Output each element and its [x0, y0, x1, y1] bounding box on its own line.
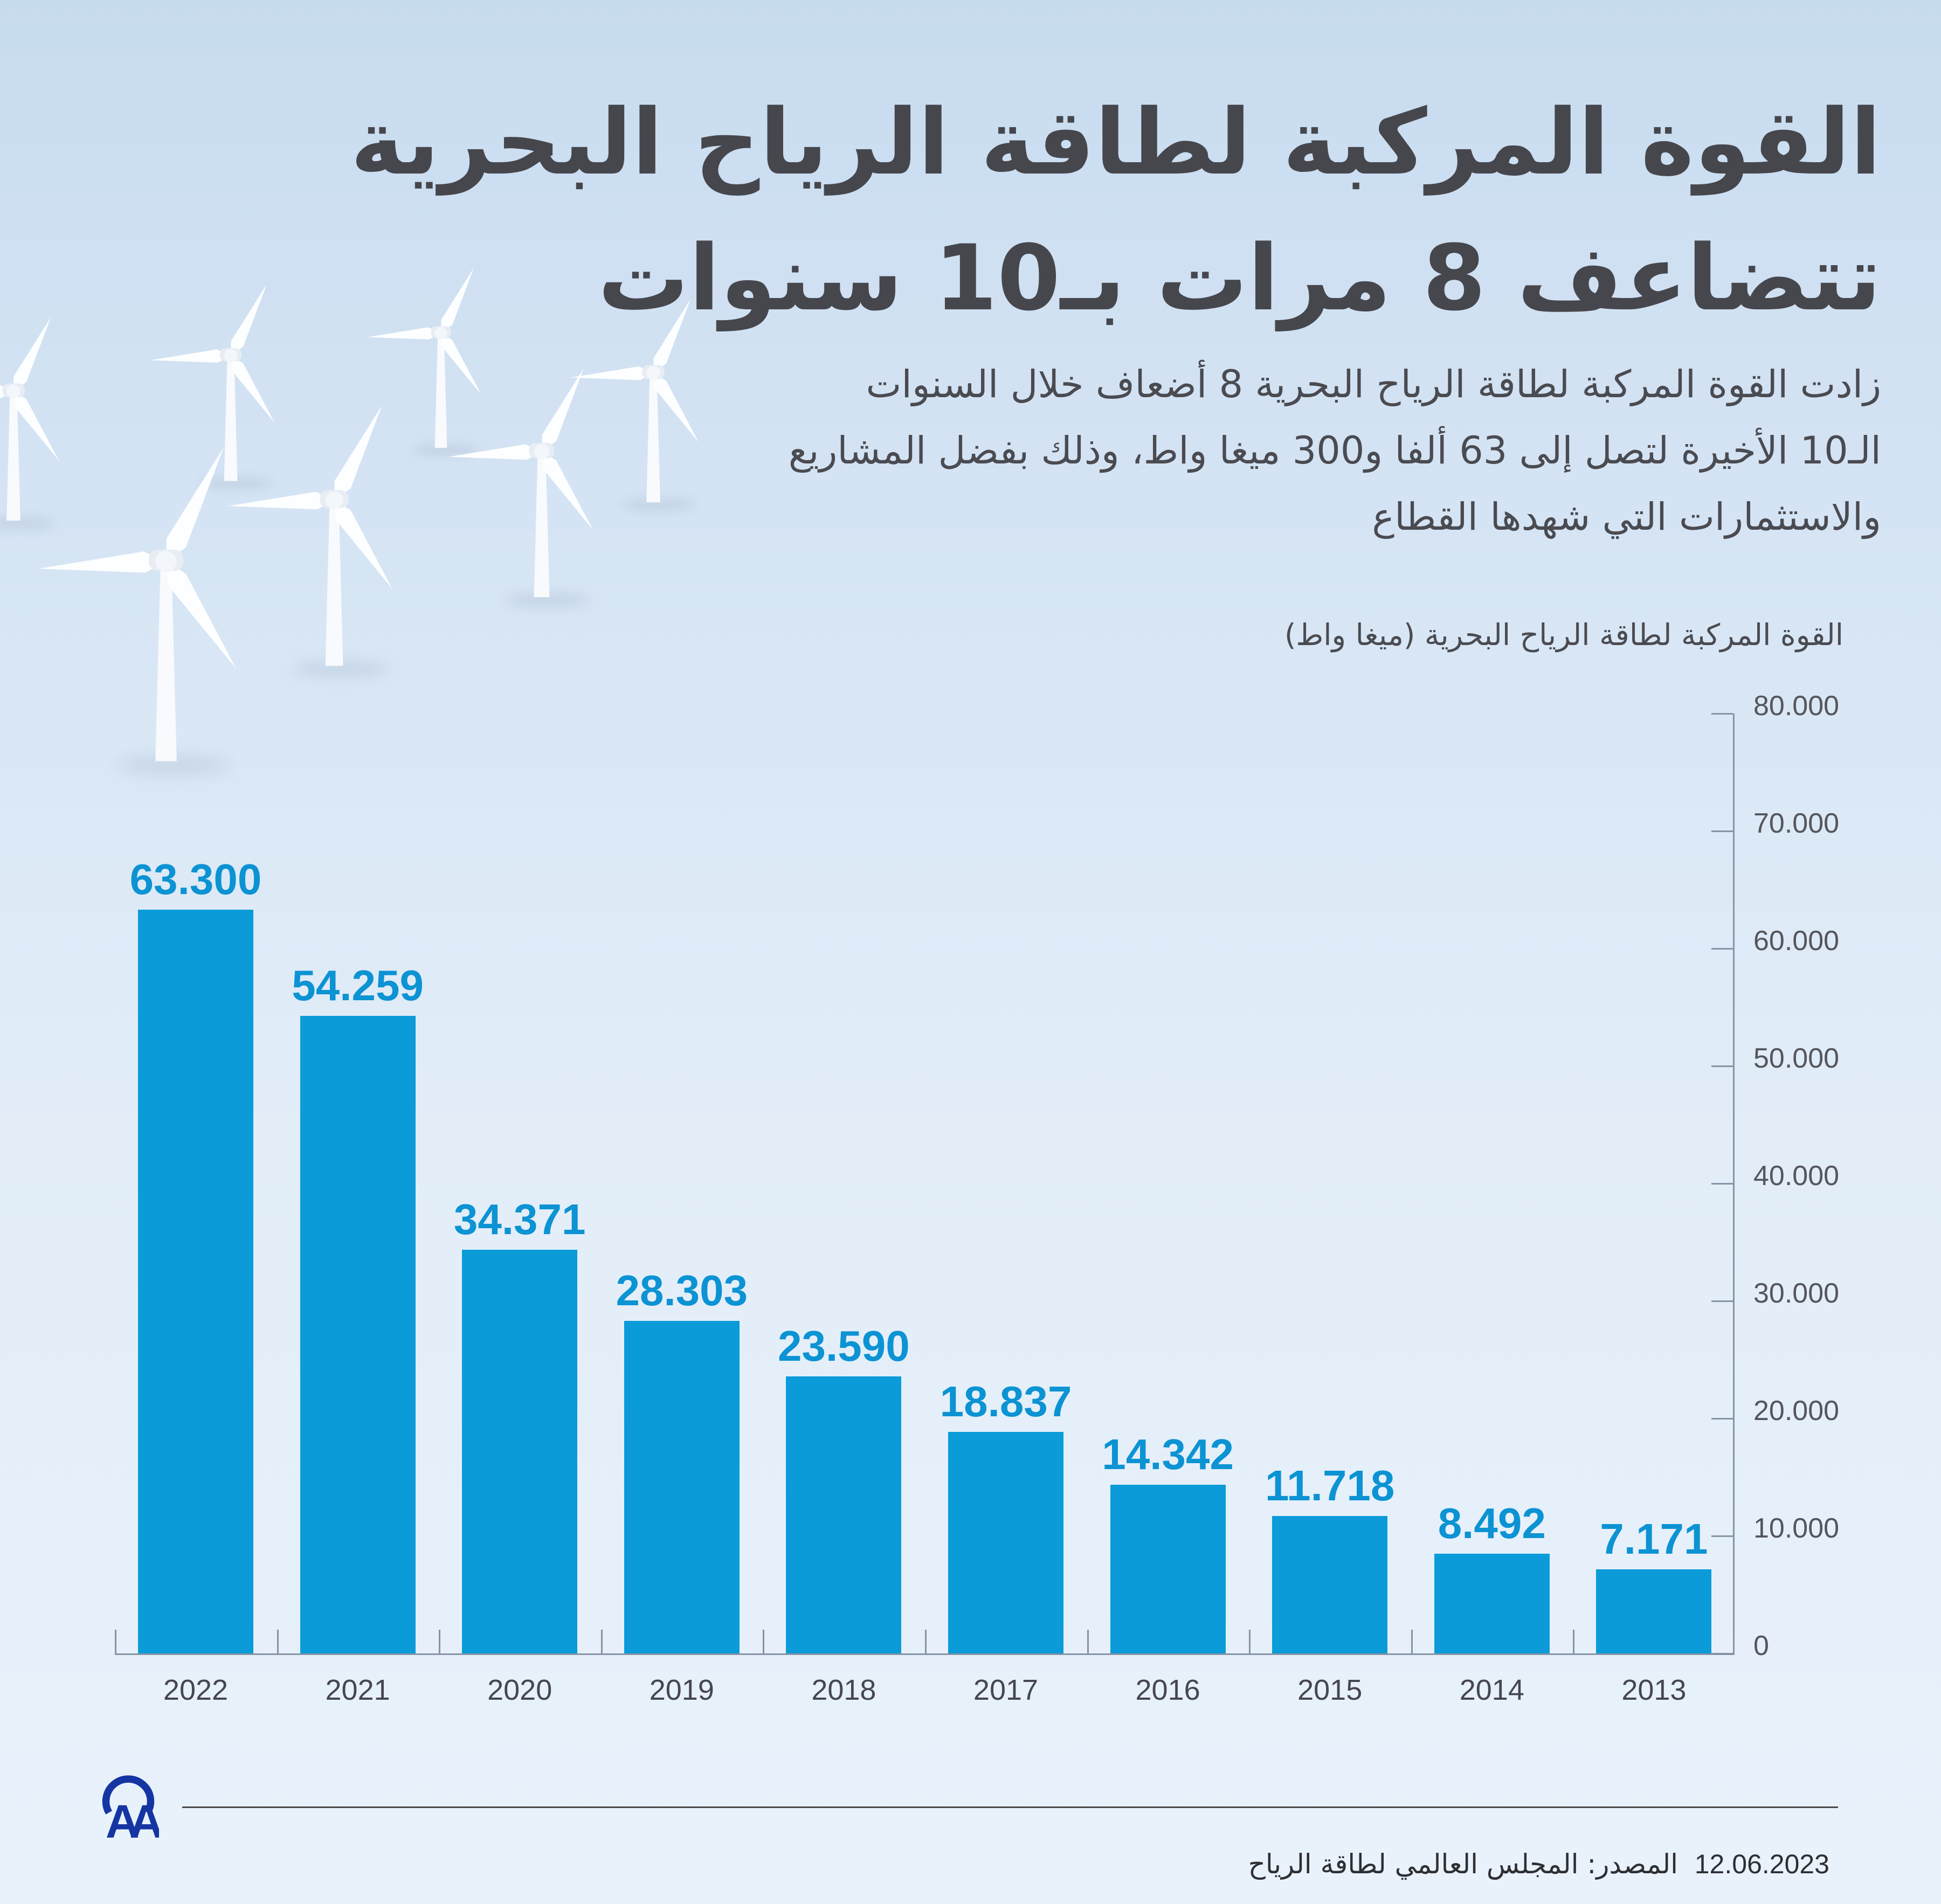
y-axis-line — [1733, 714, 1735, 1655]
y-tick-50.000 — [1711, 1065, 1733, 1067]
x-label-2017: 2017 — [973, 1674, 1039, 1706]
bar-value-2017: 18.837 — [940, 1377, 1072, 1425]
footer-divider — [182, 1806, 1838, 1808]
intro-paragraph: زادت القوة المركبة لطاقة الرياح البحرية … — [789, 351, 1881, 550]
aa-agency-logo: AA — [102, 1775, 159, 1841]
x-label-2018: 2018 — [811, 1674, 876, 1706]
bar-value-2015: 11.718 — [1265, 1462, 1395, 1510]
x-tick-2016 — [1087, 1630, 1089, 1653]
page-title-line-2: تتضاعف 8 مرات بـ10 سنوات — [598, 225, 1882, 331]
y-tick-label-40.000: 40.000 — [1753, 1160, 1840, 1192]
x-label-2016: 2016 — [1135, 1674, 1200, 1706]
bar-2017 — [948, 1432, 1063, 1653]
bar-value-2013: 7.171 — [1600, 1515, 1708, 1563]
date-text: 12.06.2023 — [1694, 1849, 1829, 1879]
x-label-2015: 2015 — [1297, 1674, 1363, 1706]
svg-text:AA: AA — [106, 1796, 159, 1841]
x-tick-2020 — [439, 1630, 441, 1653]
y-tick-label-30.000: 30.000 — [1753, 1278, 1840, 1309]
page-title-line-1: القوة المركبة لطاقة الرياح البحرية — [350, 89, 1882, 195]
y-tick-20.000 — [1711, 1418, 1733, 1420]
chart-caption: القوة المركبة لطاقة الرياح البحرية (ميغا… — [1284, 618, 1843, 652]
bar-2018 — [786, 1376, 902, 1653]
x-tick-2015 — [1249, 1630, 1251, 1653]
x-label-2014: 2014 — [1459, 1674, 1524, 1706]
bar-2022 — [138, 910, 253, 1653]
x-tick-2018 — [763, 1630, 765, 1653]
x-tick-2013 — [1573, 1630, 1575, 1653]
y-tick-0 — [1711, 1653, 1733, 1654]
intro-line-1: زادت القوة المركبة لطاقة الرياح البحرية … — [866, 362, 1882, 406]
x-label-2021: 2021 — [325, 1674, 390, 1706]
x-label-2019: 2019 — [649, 1674, 714, 1706]
x-tick-2021 — [277, 1630, 279, 1653]
bar-value-2018: 23.590 — [778, 1322, 910, 1370]
y-tick-80.000 — [1711, 713, 1733, 715]
y-tick-70.000 — [1711, 830, 1733, 832]
bar-2020 — [462, 1250, 578, 1653]
bar-2015 — [1272, 1516, 1388, 1653]
bar-value-2016: 14.342 — [1102, 1430, 1234, 1478]
x-tick-2014 — [1411, 1630, 1413, 1653]
x-label-2022: 2022 — [163, 1674, 229, 1706]
source-text: المصدر: المجلس العالمي لطاقة الرياح — [1248, 1848, 1678, 1880]
intro-line-3: والاستثمارات التي شهدها القطاع — [1372, 495, 1881, 539]
x-tick-2019 — [600, 1630, 603, 1653]
bar-2013 — [1596, 1569, 1712, 1653]
bar-value-2020: 34.371 — [453, 1195, 586, 1243]
x-axis-line — [115, 1653, 1735, 1655]
y-tick-60.000 — [1711, 948, 1733, 950]
bar-2019 — [624, 1321, 740, 1653]
page-title: القوة المركبة لطاقة الرياح البحرية تتضاع… — [350, 74, 1882, 346]
bar-2016 — [1110, 1485, 1226, 1653]
bar-value-2021: 54.259 — [292, 961, 424, 1009]
x-label-2020: 2020 — [487, 1674, 552, 1706]
x-tick-2022 — [115, 1630, 116, 1653]
y-tick-label-20.000: 20.000 — [1753, 1395, 1840, 1427]
y-tick-label-60.000: 60.000 — [1753, 925, 1840, 957]
y-tick-30.000 — [1711, 1300, 1733, 1302]
bar-2021 — [300, 1016, 416, 1653]
y-tick-label-80.000: 80.000 — [1753, 690, 1840, 722]
bar-value-2022: 63.300 — [129, 855, 262, 903]
y-tick-label-10.000: 10.000 — [1753, 1513, 1840, 1544]
bar-value-2014: 8.492 — [1438, 1499, 1546, 1547]
y-tick-label-70.000: 70.000 — [1753, 808, 1840, 839]
bar-2014 — [1434, 1554, 1550, 1653]
x-tick-2017 — [925, 1630, 927, 1653]
y-tick-40.000 — [1711, 1183, 1733, 1185]
y-tick-label-0: 0 — [1753, 1630, 1769, 1661]
y-tick-label-50.000: 50.000 — [1753, 1043, 1840, 1074]
x-label-2013: 2013 — [1621, 1674, 1687, 1706]
bar-value-2019: 28.303 — [616, 1266, 748, 1314]
y-tick-10.000 — [1711, 1535, 1733, 1537]
intro-line-2: الـ10 الأخيرة لتصل إلى 63 ألفا و300 ميغا… — [788, 428, 1881, 473]
